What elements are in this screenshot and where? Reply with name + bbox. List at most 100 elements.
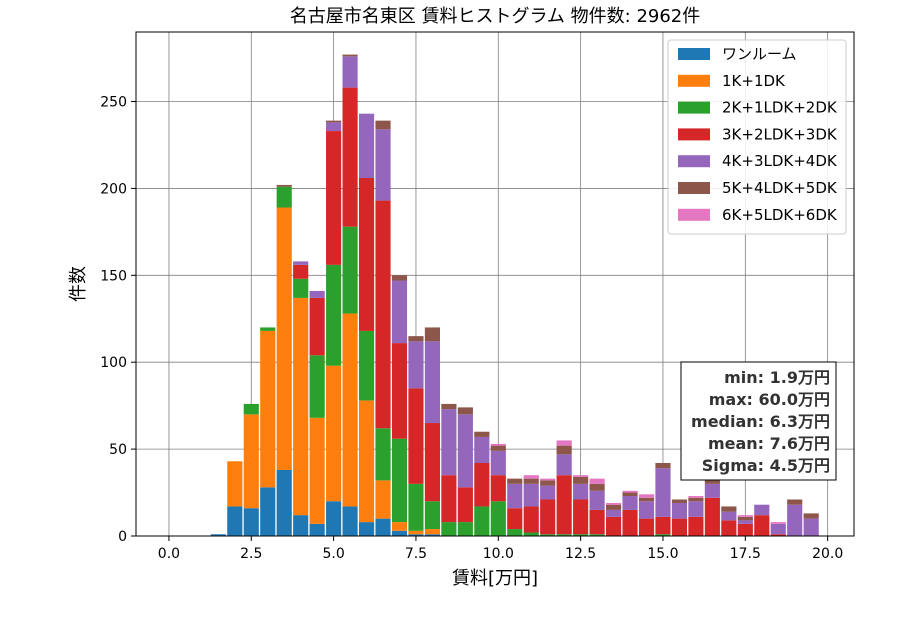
bar-segment: [721, 520, 737, 536]
legend-swatch: [678, 48, 710, 60]
y-tick-label: 150: [100, 268, 127, 284]
bar-segment: [622, 496, 638, 510]
bar-segment: [540, 485, 556, 500]
bar-segment: [638, 497, 655, 502]
bar-segment: [737, 515, 753, 517]
bar-segment: [457, 522, 473, 536]
y-axis-title: 件数: [68, 266, 89, 302]
bar-segment: [375, 129, 391, 201]
bar-segment: [507, 483, 523, 509]
bar-segment: [490, 475, 506, 502]
legend-label: 6K+5LDK+6DK: [722, 206, 838, 224]
bar-segment: [523, 506, 539, 533]
bar-segment: [770, 523, 786, 535]
bar-segment: [474, 463, 490, 507]
bar-segment: [358, 400, 375, 523]
legend-box: [667, 39, 847, 235]
y-tick-label: 0: [118, 529, 127, 545]
bar-segment: [622, 490, 638, 493]
bar-segment: [342, 506, 358, 536]
bar-segment: [408, 534, 424, 536]
bar-segment: [375, 120, 391, 130]
bar-segment: [688, 501, 704, 517]
bar-segment: [243, 508, 259, 536]
bar-segment: [507, 508, 523, 530]
bar-segment: [408, 341, 424, 389]
bar-segment: [424, 501, 440, 530]
bar-segment: [490, 501, 506, 536]
x-tick-label: 17.5: [730, 546, 761, 562]
bars: [210, 54, 819, 536]
bar-segment: [309, 290, 325, 298]
bar-segment: [573, 475, 589, 477]
bar-segment: [507, 478, 523, 484]
legend-swatch: [678, 208, 710, 221]
bar-segment: [424, 529, 440, 535]
bar-segment: [375, 200, 391, 429]
bar-segment: [655, 463, 671, 469]
bar-segment: [457, 407, 473, 415]
bar-segment: [309, 417, 325, 524]
bar-segment: [441, 475, 457, 523]
bar-segment: [474, 506, 490, 536]
chart-title: 名古屋市名東区 賃料ヒストグラム 物件数: 2962件: [290, 6, 701, 27]
bar-segment: [243, 403, 259, 415]
bar-segment: [573, 534, 589, 536]
bar-segment: [375, 428, 391, 481]
bar-segment: [523, 483, 539, 507]
bar-segment: [474, 436, 490, 464]
bar-segment: [523, 478, 539, 484]
bar-segment: [556, 445, 572, 455]
bar-segment: [704, 483, 720, 498]
bar-segment: [589, 483, 605, 491]
bar-segment: [556, 440, 572, 446]
x-axis-title: 賃料[万円]: [452, 568, 538, 589]
bar-segment: [358, 522, 375, 536]
bar-segment: [276, 184, 292, 187]
legend-label: 2K+1LDK+2DK: [722, 99, 838, 117]
bar-segment: [342, 54, 358, 57]
x-tick-label: 10.0: [483, 546, 514, 562]
bar-segment: [655, 516, 671, 535]
stats-box: min: 1.9万円 max: 60.0万円 median: 6.3万円 mean: …: [680, 361, 837, 481]
x-tick-label: 20.0: [812, 546, 843, 562]
y-tick-label: 250: [100, 95, 127, 111]
bar-segment: [326, 120, 342, 123]
bar-segment: [655, 468, 671, 517]
bar-segment: [260, 330, 276, 488]
bar-segment: [803, 518, 819, 536]
y-tick-label: 200: [100, 181, 127, 197]
bar-segment: [770, 534, 786, 536]
legend-swatch: [678, 182, 710, 194]
bar-segment: [737, 520, 753, 524]
bar-segment: [688, 516, 704, 536]
bar-segment: [573, 483, 589, 500]
bar-segment: [688, 497, 704, 502]
x-axis-ticks: 0.0 2.5 5.0 7.5 10.0 12.5 15.0 17.5 20.0: [158, 536, 843, 562]
bar-segment: [210, 534, 226, 536]
bar-segment: [490, 443, 506, 446]
y-tick-label: 50: [109, 442, 127, 458]
bar-segment: [391, 343, 408, 439]
bar-segment: [704, 480, 720, 484]
bar-segment: [605, 504, 622, 510]
legend-label: 4K+3LDK+4DK: [722, 152, 838, 170]
bar-segment: [326, 131, 342, 265]
bar-segment: [342, 226, 358, 314]
bar-segment: [326, 264, 342, 366]
bar-segment: [227, 461, 243, 507]
bar-segment: [638, 501, 655, 519]
bar-segment: [787, 499, 803, 505]
bar-segment: [540, 480, 556, 486]
plot-frame: [135, 31, 855, 537]
bar-segment: [457, 414, 473, 488]
bar-segment: [638, 518, 655, 536]
stats-line: max: 60.0万円: [709, 390, 830, 409]
bar-segment: [227, 506, 243, 536]
bar-segment: [754, 504, 770, 516]
bar-segment: [326, 365, 342, 502]
legend-swatch: [678, 74, 710, 87]
bar-segment: [523, 475, 539, 479]
bar-segment: [441, 522, 457, 536]
